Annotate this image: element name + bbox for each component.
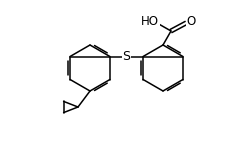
Text: O: O: [185, 15, 195, 27]
Text: S: S: [122, 50, 130, 63]
Text: HO: HO: [140, 15, 158, 27]
